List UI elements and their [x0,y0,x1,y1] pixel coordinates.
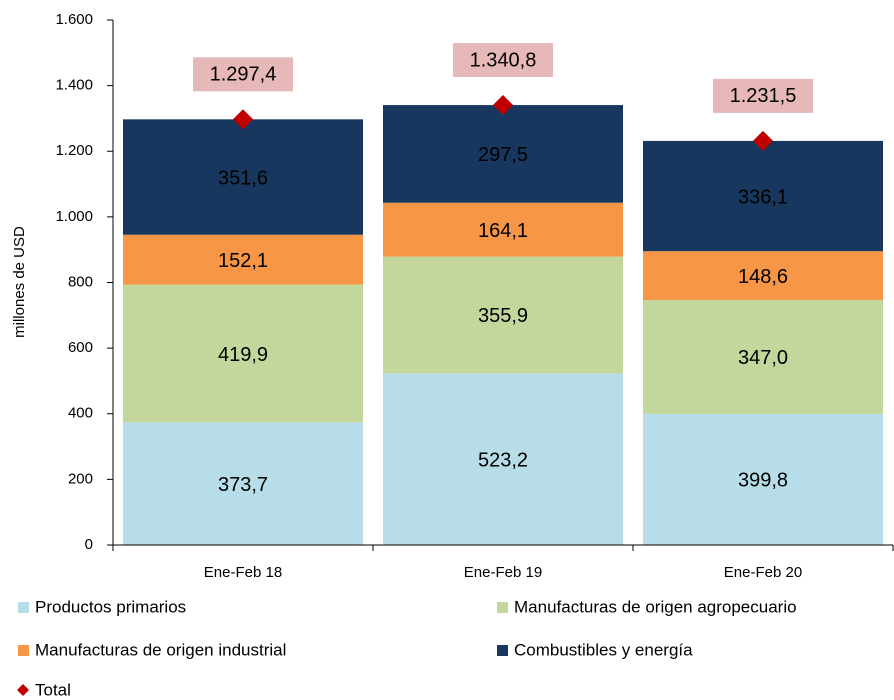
value-label: 399,8 [738,470,788,492]
bar-segment [123,284,363,423]
value-label: 355,9 [478,305,528,327]
value-label: 351,6 [218,167,268,189]
bar-segment [383,202,623,257]
y-tick-label: 1.600 [55,11,93,28]
y-tick-label: 600 [68,339,93,356]
legend-swatch [497,645,508,656]
bar-segment [123,234,363,285]
y-axis-label: millones de USD [11,226,28,338]
bar-segment [123,422,363,545]
legend-label: Productos primarios [35,597,186,616]
value-label: 419,9 [218,344,268,366]
x-tick-label: Ene-Feb 18 [204,564,282,581]
y-tick-label: 1.400 [55,77,93,94]
legend-swatch [18,602,29,613]
total-marker [233,109,253,130]
y-tick-label: 0 [85,536,93,553]
bar-segment [383,256,623,374]
value-label: 373,7 [218,474,268,496]
x-tick-label: Ene-Feb 20 [724,564,802,581]
total-label-box [453,43,553,78]
total-label: 1.297,4 [210,64,277,86]
y-tick-label: 1.200 [55,142,93,159]
value-label: 523,2 [478,449,528,471]
bar-segment [643,413,883,545]
value-label: 164,1 [478,220,528,242]
legend-swatch [17,684,29,696]
value-label: 152,1 [218,250,268,272]
bar-segment [383,373,623,545]
total-label: 1.340,8 [470,49,537,71]
y-tick-label: 1.000 [55,208,93,225]
total-marker [493,95,513,116]
bar-segment [383,105,623,203]
bar-segment [643,251,883,300]
legend-label: Total [35,680,71,699]
legend-label: Manufacturas de origen agropecuario [514,597,797,616]
total-label-box [713,78,813,113]
legend-label: Combustibles y energía [514,640,693,659]
value-label: 347,0 [738,347,788,369]
value-label: 148,6 [738,266,788,288]
value-label: 297,5 [478,144,528,166]
value-label: 336,1 [738,186,788,208]
bar-segment [123,119,363,235]
y-tick-label: 400 [68,405,93,422]
x-tick-label: Ene-Feb 19 [464,564,542,581]
total-label-box [193,57,293,92]
bar-segment [643,140,883,252]
legend-swatch [18,645,29,656]
bar-segment [643,299,883,414]
legend-swatch [497,602,508,613]
legend-label: Manufacturas de origen industrial [35,640,286,659]
y-tick-label: 800 [68,273,93,290]
total-label: 1.231,5 [730,85,797,107]
y-tick-label: 200 [68,470,93,487]
total-marker [753,130,773,151]
